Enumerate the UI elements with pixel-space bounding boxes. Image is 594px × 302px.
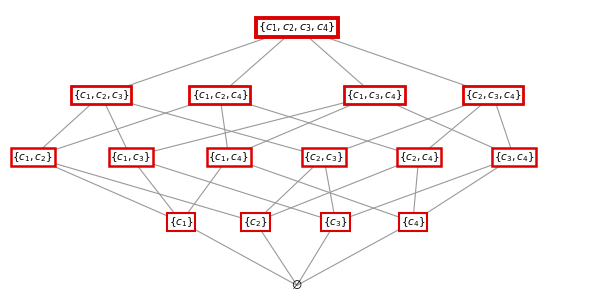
Text: $\{c_2,c_3\}$: $\{c_2,c_3\}$: [304, 150, 344, 164]
Text: $\{c_1,c_3\}$: $\{c_1,c_3\}$: [110, 150, 151, 164]
Text: $\{c_2,c_4\}$: $\{c_2,c_4\}$: [399, 150, 439, 164]
Text: $\{c_1,c_4\}$: $\{c_1,c_4\}$: [208, 150, 249, 164]
Text: $\{c_1,c_2\}$: $\{c_1,c_2\}$: [12, 150, 53, 164]
Text: $\{c_1,c_2,c_3,c_4\}$: $\{c_1,c_2,c_3,c_4\}$: [258, 20, 336, 34]
Text: $\{c_2\}$: $\{c_2\}$: [243, 215, 268, 229]
Text: $\{c_1,c_2,c_3\}$: $\{c_1,c_2,c_3\}$: [73, 88, 129, 102]
Text: $\{c_1,c_2,c_4\}$: $\{c_1,c_2,c_4\}$: [192, 88, 248, 102]
Text: $\{c_1,c_3,c_4\}$: $\{c_1,c_3,c_4\}$: [346, 88, 402, 102]
Text: $\emptyset$: $\emptyset$: [291, 279, 303, 292]
Text: $\{c_3,c_4\}$: $\{c_3,c_4\}$: [494, 150, 534, 164]
Text: $\{c_3\}$: $\{c_3\}$: [323, 215, 348, 229]
Text: $\{c_4\}$: $\{c_4\}$: [400, 215, 425, 229]
Text: $\{c_2,c_3,c_4\}$: $\{c_2,c_3,c_4\}$: [465, 88, 521, 102]
Text: $\{c_1\}$: $\{c_1\}$: [169, 215, 194, 229]
